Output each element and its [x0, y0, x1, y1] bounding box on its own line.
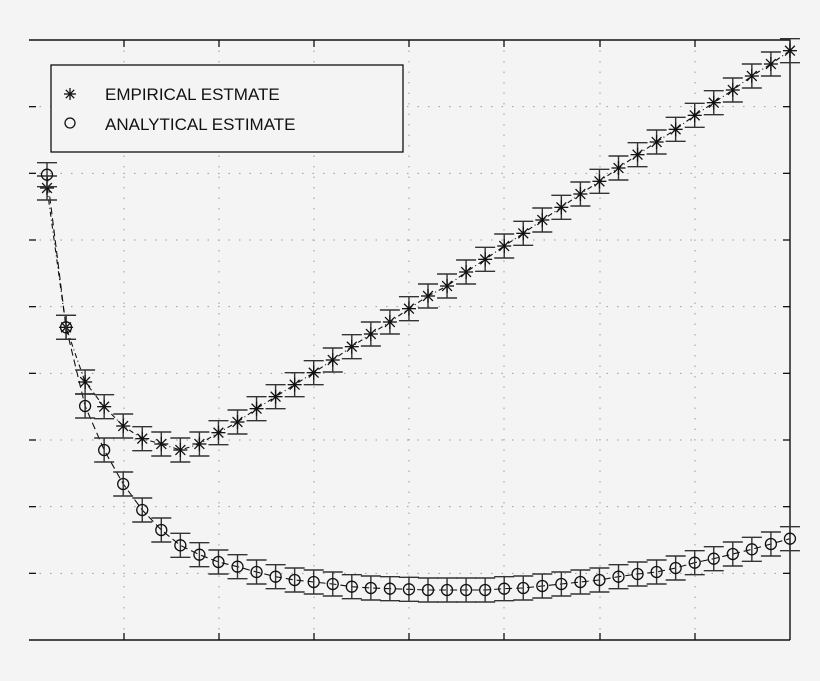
- analytical-data-point: [589, 567, 610, 593]
- legend: EMPIRICAL ESTMATE ANALYTICAL ESTIMATE: [50, 64, 404, 153]
- series-line-1: [46, 174, 791, 591]
- empirical-data-point: [703, 89, 724, 116]
- analytical-data-point: [741, 536, 762, 563]
- circle-icon: [64, 117, 76, 129]
- empirical-data-point: [589, 168, 610, 195]
- analytical-data-point: [113, 471, 134, 497]
- empirical-data-point: [779, 37, 800, 64]
- empirical-data-point: [246, 395, 267, 422]
- empirical-data-point: [398, 295, 419, 322]
- analytical-data-point: [551, 571, 572, 597]
- analytical-data-point: [475, 577, 496, 603]
- analytical-data-point: [703, 545, 724, 572]
- series-lines: [46, 50, 791, 591]
- analytical-data-point: [341, 573, 362, 600]
- series-markers: [37, 37, 800, 603]
- empirical-data-point: [456, 259, 477, 285]
- analytical-data-point: [132, 497, 153, 523]
- empirical-data-point: [227, 409, 248, 435]
- analytical-data-point: [646, 559, 667, 585]
- empirical-data-point: [94, 393, 115, 420]
- analytical-data-point: [75, 393, 96, 419]
- legend-box: [50, 64, 404, 153]
- analytical-data-point: [494, 575, 515, 602]
- legend-item-empirical: EMPIRICAL ESTMATE: [64, 85, 280, 104]
- analytical-data-point: [418, 577, 438, 603]
- analytical-data-point: [170, 532, 191, 559]
- analytical-data-point: [322, 571, 343, 597]
- empirical-data-point: [741, 63, 762, 89]
- empirical-data-point: [513, 220, 534, 247]
- analytical-data-point: [227, 553, 248, 580]
- series-line-0: [46, 50, 791, 451]
- analytical-data-point: [456, 577, 477, 603]
- empirical-data-point: [437, 273, 458, 299]
- analytical-data-point: [513, 575, 534, 601]
- empirical-data-point: [303, 359, 324, 386]
- legend-label-empirical: EMPIRICAL ESTMATE: [105, 85, 280, 104]
- asterisk-icon: [64, 88, 76, 100]
- analytical-data-point: [284, 567, 305, 593]
- analytical-data-point: [760, 531, 781, 557]
- analytical-data-point: [94, 437, 115, 463]
- analytical-data-point: [398, 576, 419, 603]
- analytical-data-point: [570, 569, 591, 595]
- analytical-data-point: [246, 559, 267, 585]
- empirical-data-point: [341, 333, 362, 360]
- analytical-data-point: [608, 563, 629, 590]
- empirical-data-point: [360, 321, 381, 347]
- legend-item-analytical: ANALYTICAL ESTIMATE: [64, 115, 296, 134]
- empirical-data-point: [646, 129, 667, 155]
- empirical-data-point: [284, 371, 305, 398]
- empirical-data-point: [75, 369, 96, 395]
- empirical-data-point: [665, 116, 686, 143]
- analytical-data-point: [208, 549, 229, 575]
- analytical-data-point: [437, 577, 458, 603]
- analytical-data-point: [684, 549, 705, 576]
- empirical-data-point: [475, 246, 496, 273]
- empirical-data-point: [722, 77, 743, 103]
- empirical-data-point: [570, 181, 591, 207]
- analytical-data-point: [303, 569, 324, 595]
- empirical-data-point: [494, 233, 515, 259]
- empirical-data-point: [532, 207, 553, 233]
- empirical-data-point: [322, 347, 343, 373]
- analytical-data-point: [665, 555, 686, 581]
- analytical-data-point: [265, 563, 286, 590]
- analytical-data-point: [37, 161, 57, 188]
- empirical-data-point: [132, 425, 153, 452]
- empirical-data-point: [627, 141, 648, 168]
- empirical-data-point: [551, 194, 572, 221]
- analytical-data-point: [151, 517, 172, 543]
- empirical-data-point: [760, 51, 781, 77]
- analytical-data-point: [627, 561, 648, 587]
- analytical-data-point: [189, 541, 210, 568]
- empirical-data-point: [151, 431, 172, 457]
- analytical-data-point: [379, 575, 400, 602]
- analytical-data-point: [779, 525, 800, 552]
- analytical-data-point: [56, 314, 77, 341]
- analytical-data-point: [360, 575, 381, 601]
- empirical-data-point: [608, 155, 629, 181]
- empirical-data-point: [265, 383, 286, 410]
- empirical-data-point: [170, 437, 191, 463]
- empirical-data-point: [684, 102, 705, 129]
- empirical-data-point: [189, 431, 210, 457]
- empirical-data-point: [113, 413, 134, 439]
- empirical-data-point: [379, 309, 400, 335]
- analytical-data-point: [722, 541, 743, 567]
- analytical-data-point: [532, 573, 553, 599]
- empirical-data-point: [208, 419, 229, 446]
- empirical-data-point: [418, 283, 438, 309]
- legend-label-analytical: ANALYTICAL ESTIMATE: [105, 115, 296, 134]
